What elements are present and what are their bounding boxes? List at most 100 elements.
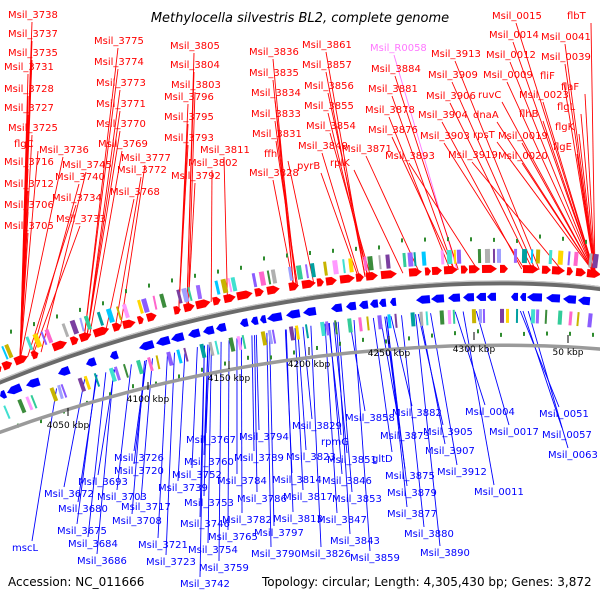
gene-label: Msil_3817: [283, 492, 333, 503]
rna-marker: [171, 278, 173, 283]
feature-block: [115, 306, 122, 321]
gene-label: Msil_0011: [474, 487, 524, 498]
feature-block: [587, 313, 593, 328]
label-connector: [157, 354, 168, 539]
label-connector: [31, 388, 58, 542]
gene-label: Msil_3712: [4, 179, 54, 190]
feature-block: [471, 309, 477, 324]
feature-block: [447, 309, 452, 325]
rna-marker: [148, 283, 150, 288]
gene-arrow: [578, 296, 591, 306]
gene-arrow: [463, 293, 475, 302]
forward-label-connectors: [19, 21, 596, 361]
gene-arrow: [171, 332, 185, 342]
feature-block: [492, 248, 496, 263]
feature-block: [309, 263, 316, 278]
gene-arrow: [331, 303, 343, 313]
feature-block: [453, 249, 457, 264]
reverse-label-connectors: [31, 310, 569, 578]
gene-label: rpsT: [473, 130, 496, 141]
gene-label: Msil_3720: [114, 466, 164, 477]
label-connector: [578, 133, 596, 275]
rna-marker: [385, 339, 387, 344]
rna-marker: [454, 331, 456, 336]
gene-label: Msil_3786: [237, 494, 287, 505]
gene-arrow: [511, 292, 519, 301]
label-connector: [329, 132, 371, 277]
feature-block: [155, 355, 161, 370]
rna-marker: [516, 238, 518, 243]
feature-block: [477, 249, 482, 264]
gene-label: Msil_3768: [110, 187, 160, 198]
label-connector: [391, 95, 455, 270]
label-connector: [120, 164, 146, 326]
feature-block: [378, 255, 382, 270]
gene-label: Msil_3805: [170, 41, 220, 52]
feature-block: [236, 335, 243, 351]
gene-label: Msil_3847: [317, 515, 367, 526]
gene-label: flbT: [567, 11, 587, 22]
label-connector: [564, 43, 596, 275]
label-connector: [165, 352, 175, 556]
feature-block: [557, 310, 563, 325]
coordinate-tick-label: 4200 kbp: [288, 360, 331, 370]
feature-block: [358, 317, 363, 332]
feature-block: [25, 336, 34, 351]
gene-label: flaF: [561, 82, 579, 93]
gene-label: Msil_3834: [251, 88, 301, 99]
feature-block: [588, 253, 593, 268]
gene-label: Msil_3877: [387, 509, 437, 520]
gene-arrow: [499, 264, 508, 273]
gene-label: Msil_3777: [121, 153, 171, 164]
gene-label: flgK: [555, 122, 575, 133]
label-connector: [328, 322, 343, 475]
gene-label: Msil_3716: [4, 157, 54, 168]
gene-label: Msil_0051: [539, 409, 589, 420]
gene-label: Msil_3736: [39, 145, 89, 156]
feature-block: [271, 329, 277, 344]
gene-label: dnaA: [473, 110, 499, 121]
gene-label: Msil_3851: [327, 455, 377, 466]
gene-label: Msil_3745: [62, 160, 112, 171]
label-connector: [140, 358, 153, 501]
gene-label: Msil_3672: [44, 489, 94, 500]
label-connector: [297, 327, 307, 451]
gene-label: Msil_3767: [186, 435, 236, 446]
label-connector: [63, 378, 86, 488]
gene-arrow: [370, 299, 379, 308]
feature-block: [208, 341, 215, 357]
gene-label: Msil_3742: [180, 579, 230, 590]
gene-label: gltD: [372, 454, 393, 465]
feature-block: [113, 366, 121, 381]
gene-label: Msil_3792: [171, 171, 221, 182]
forward-strand-genes: [0, 264, 600, 374]
gene-arrow: [551, 266, 565, 275]
gene-label: Msil_3828: [249, 168, 299, 179]
rna-marker: [125, 289, 127, 294]
label-connector: [372, 317, 393, 453]
label-connector: [210, 169, 213, 302]
gene-arrow: [0, 390, 8, 399]
gene-label: Msil_3904: [418, 110, 468, 121]
label-connector: [86, 130, 121, 337]
label-connector: [521, 142, 596, 275]
rna-marker: [362, 337, 364, 342]
rna-marker: [286, 253, 288, 258]
gene-label: Msil_0015: [492, 11, 542, 22]
feature-block: [83, 315, 93, 330]
gene-label: flgE: [553, 142, 572, 153]
gene-arrow: [443, 265, 458, 275]
gene-label: Msil_3880: [404, 529, 454, 540]
rna-marker: [316, 345, 318, 350]
gene-arrow: [325, 276, 337, 286]
feature-block: [446, 249, 453, 265]
rna-marker: [493, 237, 495, 242]
label-connector: [454, 60, 540, 270]
label-connector: [527, 311, 569, 449]
label-connector: [515, 22, 596, 275]
feature-block: [137, 299, 144, 314]
label-connector: [310, 325, 322, 548]
gene-arrow: [236, 290, 253, 301]
feature-block: [394, 313, 398, 328]
